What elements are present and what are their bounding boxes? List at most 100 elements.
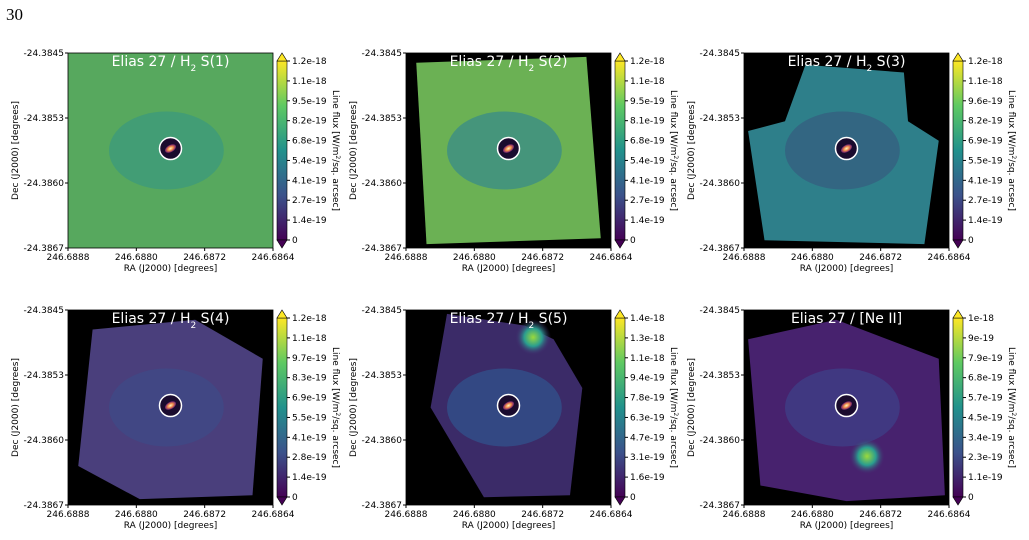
panel: Elias 27 / H2 S(3)246.6888 246.6880 246.68… xyxy=(687,49,1018,274)
colorbar-label-part: /sq. arcsec] xyxy=(668,416,678,468)
colorbar-tick-label: 6.8e-19 xyxy=(292,137,327,147)
colorbar-label-part: /sq. arcsec] xyxy=(1006,416,1016,468)
y-tick-label: -24.3867 xyxy=(362,244,402,254)
x-axis-label: RA (J2000) [degrees] xyxy=(124,521,218,531)
colorbar-tick-label: 4.1e-19 xyxy=(968,176,1003,186)
colorbar-tick-label: 3.1e-19 xyxy=(630,453,665,463)
colorbar-tick-label: 9e-19 xyxy=(968,334,994,344)
panel-title: Elias 27 / H2 S(5) xyxy=(450,311,568,331)
colorbar xyxy=(276,60,288,241)
x-tick-label: 246.6888 xyxy=(723,510,766,520)
source-core xyxy=(165,144,176,153)
colorbar-tick-label: 2.7e-19 xyxy=(968,196,1003,206)
colorbar-extend-bottom xyxy=(952,496,964,506)
colorbar-tick-label: 4.1e-19 xyxy=(292,176,327,186)
title-part: Elias 27 / H xyxy=(450,54,529,70)
title-part: Elias 27 / H xyxy=(112,311,191,327)
y-tick-label: -24.3853 xyxy=(24,371,64,381)
colorbar-label-part: Line flux [W/m xyxy=(668,90,678,155)
x-axis-label: RA (J2000) [degrees] xyxy=(800,264,894,274)
colorbar-tick-label: 6.9e-19 xyxy=(968,137,1003,147)
axes-frame xyxy=(405,309,612,506)
x-tick-label: 246.6864 xyxy=(590,253,633,263)
colorbar-extend-bottom xyxy=(276,239,288,249)
colorbar xyxy=(614,317,626,498)
colorbar-tick-label: 6.9e-19 xyxy=(292,394,327,404)
colorbar-tick-label: 4.1e-19 xyxy=(630,176,665,186)
colorbar-label: Line flux [W/m2/sq. arcsec] xyxy=(1006,90,1018,211)
colorbar-tick-label: 5.4e-19 xyxy=(292,156,327,166)
colorbar-tick-label: 1.2e-18 xyxy=(292,57,327,67)
source-core xyxy=(841,401,852,410)
x-tick-label: 246.6864 xyxy=(928,510,971,520)
colorbar-tick-label: 9.7e-19 xyxy=(292,354,327,364)
y-axis-label: Dec (J2000) [degrees] xyxy=(349,358,359,457)
colorbar-extend-top xyxy=(952,309,964,319)
source-core xyxy=(841,144,852,153)
colorbar-label-part: 2 xyxy=(1011,412,1018,416)
x-tick-label: 246.6864 xyxy=(252,253,295,263)
colorbar-tick-label: 3.4e-19 xyxy=(968,433,1003,443)
source-core xyxy=(503,401,514,410)
x-tick-label: 246.6888 xyxy=(385,510,428,520)
title-part: Elias 27 / H xyxy=(112,54,191,70)
title-part: S(1) xyxy=(196,54,229,70)
colorbar-tick-label: 0 xyxy=(630,493,636,503)
y-axis-label: Dec (J2000) [degrees] xyxy=(11,358,21,457)
x-tick-label: 246.6880 xyxy=(791,510,834,520)
colorbar-tick-label: 5.4e-19 xyxy=(630,156,665,166)
colorbar-label-part: 2 xyxy=(1011,155,1018,159)
y-axis-label: Dec (J2000) [degrees] xyxy=(349,101,359,200)
y-tick-label: -24.3867 xyxy=(362,501,402,511)
colorbar-tick-label: 6.3e-19 xyxy=(630,413,665,423)
title-part: S(4) xyxy=(196,311,229,327)
colorbar xyxy=(952,60,964,241)
colorbar-tick-label: 7.9e-19 xyxy=(968,354,1003,364)
colorbar-label-part: /sq. arcsec] xyxy=(330,159,340,211)
colorbar-extend-bottom xyxy=(614,496,626,506)
colorbar-tick-label: 1.4e-19 xyxy=(292,216,327,226)
panel: Elias 27 / H2 S(5) 246.6888 246.6880 246.68… xyxy=(349,306,680,531)
colorbar-tick-label: 8.2e-19 xyxy=(968,117,1003,127)
x-tick-label: 246.6880 xyxy=(453,510,496,520)
colorbar-tick-label: 2.7e-19 xyxy=(292,196,327,206)
title-part: Elias 27 / H xyxy=(450,311,529,327)
y-tick-label: -24.3867 xyxy=(700,501,740,511)
colorbar-tick-label: 5.7e-19 xyxy=(968,394,1003,404)
colorbar xyxy=(276,317,288,498)
panel-title: Elias 27 / H2 S(4) xyxy=(112,311,230,331)
title-part: 2 xyxy=(191,64,197,74)
panel-title: Elias 27 / H2 S(2) xyxy=(450,54,568,74)
x-tick-label: 246.6888 xyxy=(723,253,766,263)
y-tick-label: -24.3845 xyxy=(362,306,402,316)
x-tick-label: 246.6864 xyxy=(590,510,633,520)
panel-title: Elias 27 / H2 S(3) xyxy=(788,54,906,74)
y-tick-label: -24.3845 xyxy=(24,306,64,316)
axes-frame xyxy=(405,52,612,249)
colorbar-tick-label: 2.8e-19 xyxy=(292,453,327,463)
colorbar-tick-label: 1.1e-18 xyxy=(968,77,1003,87)
x-tick-label: 246.6880 xyxy=(453,253,496,263)
axes-frame xyxy=(67,52,274,249)
colorbar-label: Line flux [W/m2/sq. arcsec] xyxy=(668,347,680,468)
colorbar-label-part: 2 xyxy=(335,412,342,416)
colorbar-tick-label: 1.4e-19 xyxy=(292,473,327,483)
x-tick-label: 246.6888 xyxy=(385,253,428,263)
y-tick-label: -24.3867 xyxy=(24,501,64,511)
title-part: 2 xyxy=(529,64,535,74)
title-part: 2 xyxy=(191,321,197,331)
colorbar-tick-label: 0 xyxy=(968,493,974,503)
colorbar-tick-label: 0 xyxy=(292,493,298,503)
title-part: 2 xyxy=(867,64,873,74)
title-part: S(5) xyxy=(534,311,567,327)
x-tick-label: 246.6888 xyxy=(47,510,90,520)
y-axis-label: Dec (J2000) [degrees] xyxy=(687,358,697,457)
x-tick-label: 246.6872 xyxy=(859,253,902,263)
panel: Elias 27 / H2 S(2) 246.6888 246.6880 246.68… xyxy=(349,49,680,274)
x-axis-label: RA (J2000) [degrees] xyxy=(800,521,894,531)
y-tick-label: -24.3860 xyxy=(700,179,741,189)
colorbar-label-part: 2 xyxy=(335,155,342,159)
y-tick-label: -24.3867 xyxy=(700,244,740,254)
y-tick-label: -24.3853 xyxy=(362,114,402,124)
